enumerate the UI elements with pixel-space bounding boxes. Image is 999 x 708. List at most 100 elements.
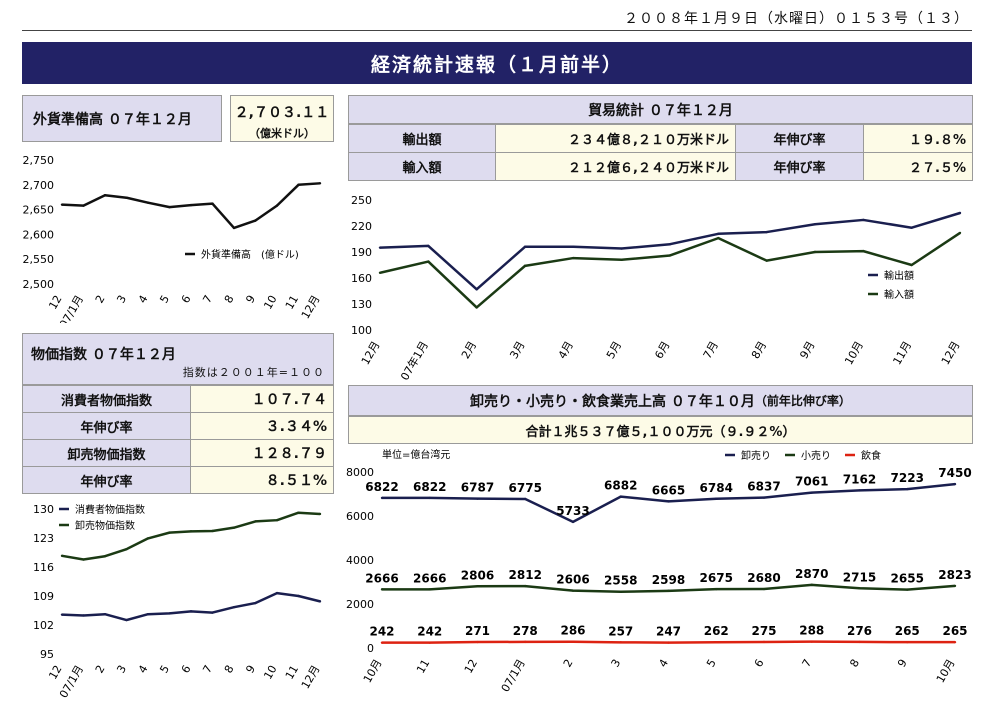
- trade-row-name: 輸入額: [348, 152, 496, 181]
- x-tick-label: 2: [561, 657, 576, 670]
- data-point: [571, 520, 575, 524]
- data-point: [475, 306, 478, 309]
- x-tick-label: 3: [609, 657, 624, 670]
- data-label: 7223: [891, 471, 924, 485]
- y-tick-label: 6000: [346, 510, 374, 523]
- x-tick-label: 8: [222, 293, 237, 306]
- y-tick-label: 2,600: [23, 228, 55, 241]
- x-tick-label: 2: [93, 663, 108, 676]
- x-tick-label: 9: [243, 293, 258, 306]
- data-label: 2870: [795, 567, 828, 581]
- series-line-0: [379, 211, 961, 291]
- legend-label: 消費者物価指数: [75, 503, 145, 516]
- fx-reserves-label: 外貨準備高 ０７年１２月: [22, 95, 222, 142]
- data-point: [211, 202, 214, 205]
- data-point: [378, 271, 382, 274]
- x-tick-label: 9月: [797, 339, 817, 361]
- data-label: 6787: [461, 481, 494, 495]
- data-point: [232, 526, 236, 529]
- y-tick-label: 220: [351, 220, 372, 233]
- legend-label: 外貨準備高 (億ドル): [201, 248, 299, 261]
- data-label: 288: [799, 624, 824, 638]
- data-label: 247: [656, 625, 681, 639]
- data-point: [125, 618, 128, 622]
- trade-row-growth-label: 年伸び率: [735, 152, 864, 181]
- data-point: [858, 587, 861, 590]
- x-tick-label: 07/1月: [57, 293, 86, 323]
- data-point: [715, 641, 718, 644]
- data-label: 262: [704, 624, 729, 638]
- trade-row-growth: １９.８%: [863, 124, 973, 153]
- data-point: [380, 496, 384, 500]
- legend-label: 卸売り: [741, 449, 771, 462]
- y-axis-unit: 単位=億台湾元: [382, 448, 450, 461]
- fx-reserves-value-box: ２,７０３.１１ （億米ドル）: [230, 95, 334, 142]
- data-label: 2680: [747, 571, 780, 585]
- data-point: [667, 589, 670, 593]
- data-point: [146, 537, 150, 540]
- data-point: [60, 554, 64, 558]
- data-point: [428, 588, 431, 591]
- data-label: 2666: [365, 571, 398, 585]
- data-point: [858, 640, 861, 644]
- series-line-1: [61, 511, 321, 561]
- x-tick-label: 12: [46, 663, 64, 682]
- trade-row-name: 輸出額: [348, 124, 496, 153]
- data-point: [953, 640, 957, 644]
- data-label: 276: [847, 624, 872, 638]
- data-point: [125, 196, 128, 199]
- data-point: [82, 614, 85, 617]
- data-point: [619, 495, 622, 498]
- x-tick-label: 5: [704, 657, 719, 670]
- data-point: [762, 640, 766, 644]
- y-tick-label: 4000: [346, 554, 374, 567]
- data-label: 6822: [413, 480, 446, 494]
- x-tick-label: 4月: [556, 339, 576, 361]
- data-point: [60, 613, 64, 616]
- data-label: 7162: [843, 472, 876, 486]
- data-point: [146, 201, 150, 204]
- x-tick-label: 12: [462, 657, 480, 676]
- data-point: [476, 640, 479, 644]
- x-tick-label: 12月: [299, 293, 323, 321]
- data-label: 275: [751, 624, 776, 638]
- data-point: [524, 640, 527, 644]
- y-tick-label: 2,750: [23, 154, 55, 167]
- data-label: 2655: [891, 572, 924, 586]
- trade-row-growth: ２７.５%: [863, 152, 973, 181]
- prices-row-value: １０７.７４: [190, 385, 334, 413]
- x-tick-label: 10月: [361, 657, 385, 685]
- prices-header-box: 物価指数 ０７年１２月 指数は２００１年=１００: [22, 333, 334, 385]
- data-point: [668, 243, 672, 246]
- x-tick-label: 9: [895, 657, 910, 670]
- data-label: 278: [513, 624, 538, 638]
- x-tick-label: 11: [414, 657, 432, 676]
- y-tick-label: 160: [351, 272, 372, 285]
- trade-chart: 100 130 160 190 220 250 12月 07年1月 2月 3月 4月 5月 6月 7月 8月…: [351, 194, 963, 380]
- data-point: [427, 260, 430, 263]
- data-point: [82, 204, 85, 207]
- x-tick-label: 8月: [749, 339, 769, 361]
- prices-label: 物価指数 ０７年１２月: [31, 347, 176, 363]
- x-tick-label: 5: [157, 663, 172, 676]
- data-point: [523, 245, 527, 248]
- header-rule: [22, 30, 972, 31]
- data-point: [103, 194, 107, 197]
- data-point: [765, 259, 768, 262]
- data-point: [717, 236, 720, 240]
- data-point: [476, 585, 479, 588]
- data-label: 6784: [700, 481, 733, 495]
- data-point: [378, 246, 382, 249]
- data-point: [125, 547, 128, 551]
- data-point: [571, 640, 575, 643]
- data-point: [862, 218, 865, 222]
- data-point: [232, 605, 236, 609]
- data-label: 7061: [795, 475, 828, 489]
- data-label: 6775: [509, 481, 542, 495]
- y-tick-label: 190: [351, 246, 372, 259]
- x-tick-label: 7月: [701, 339, 721, 361]
- y-tick-label: 130: [351, 298, 372, 311]
- data-point: [254, 520, 257, 523]
- prices-table: 消費者物価指数 １０７.７４ 年伸び率 ３.３４% 卸売物価指数 １２８.７９ 年伸び…: [22, 385, 334, 494]
